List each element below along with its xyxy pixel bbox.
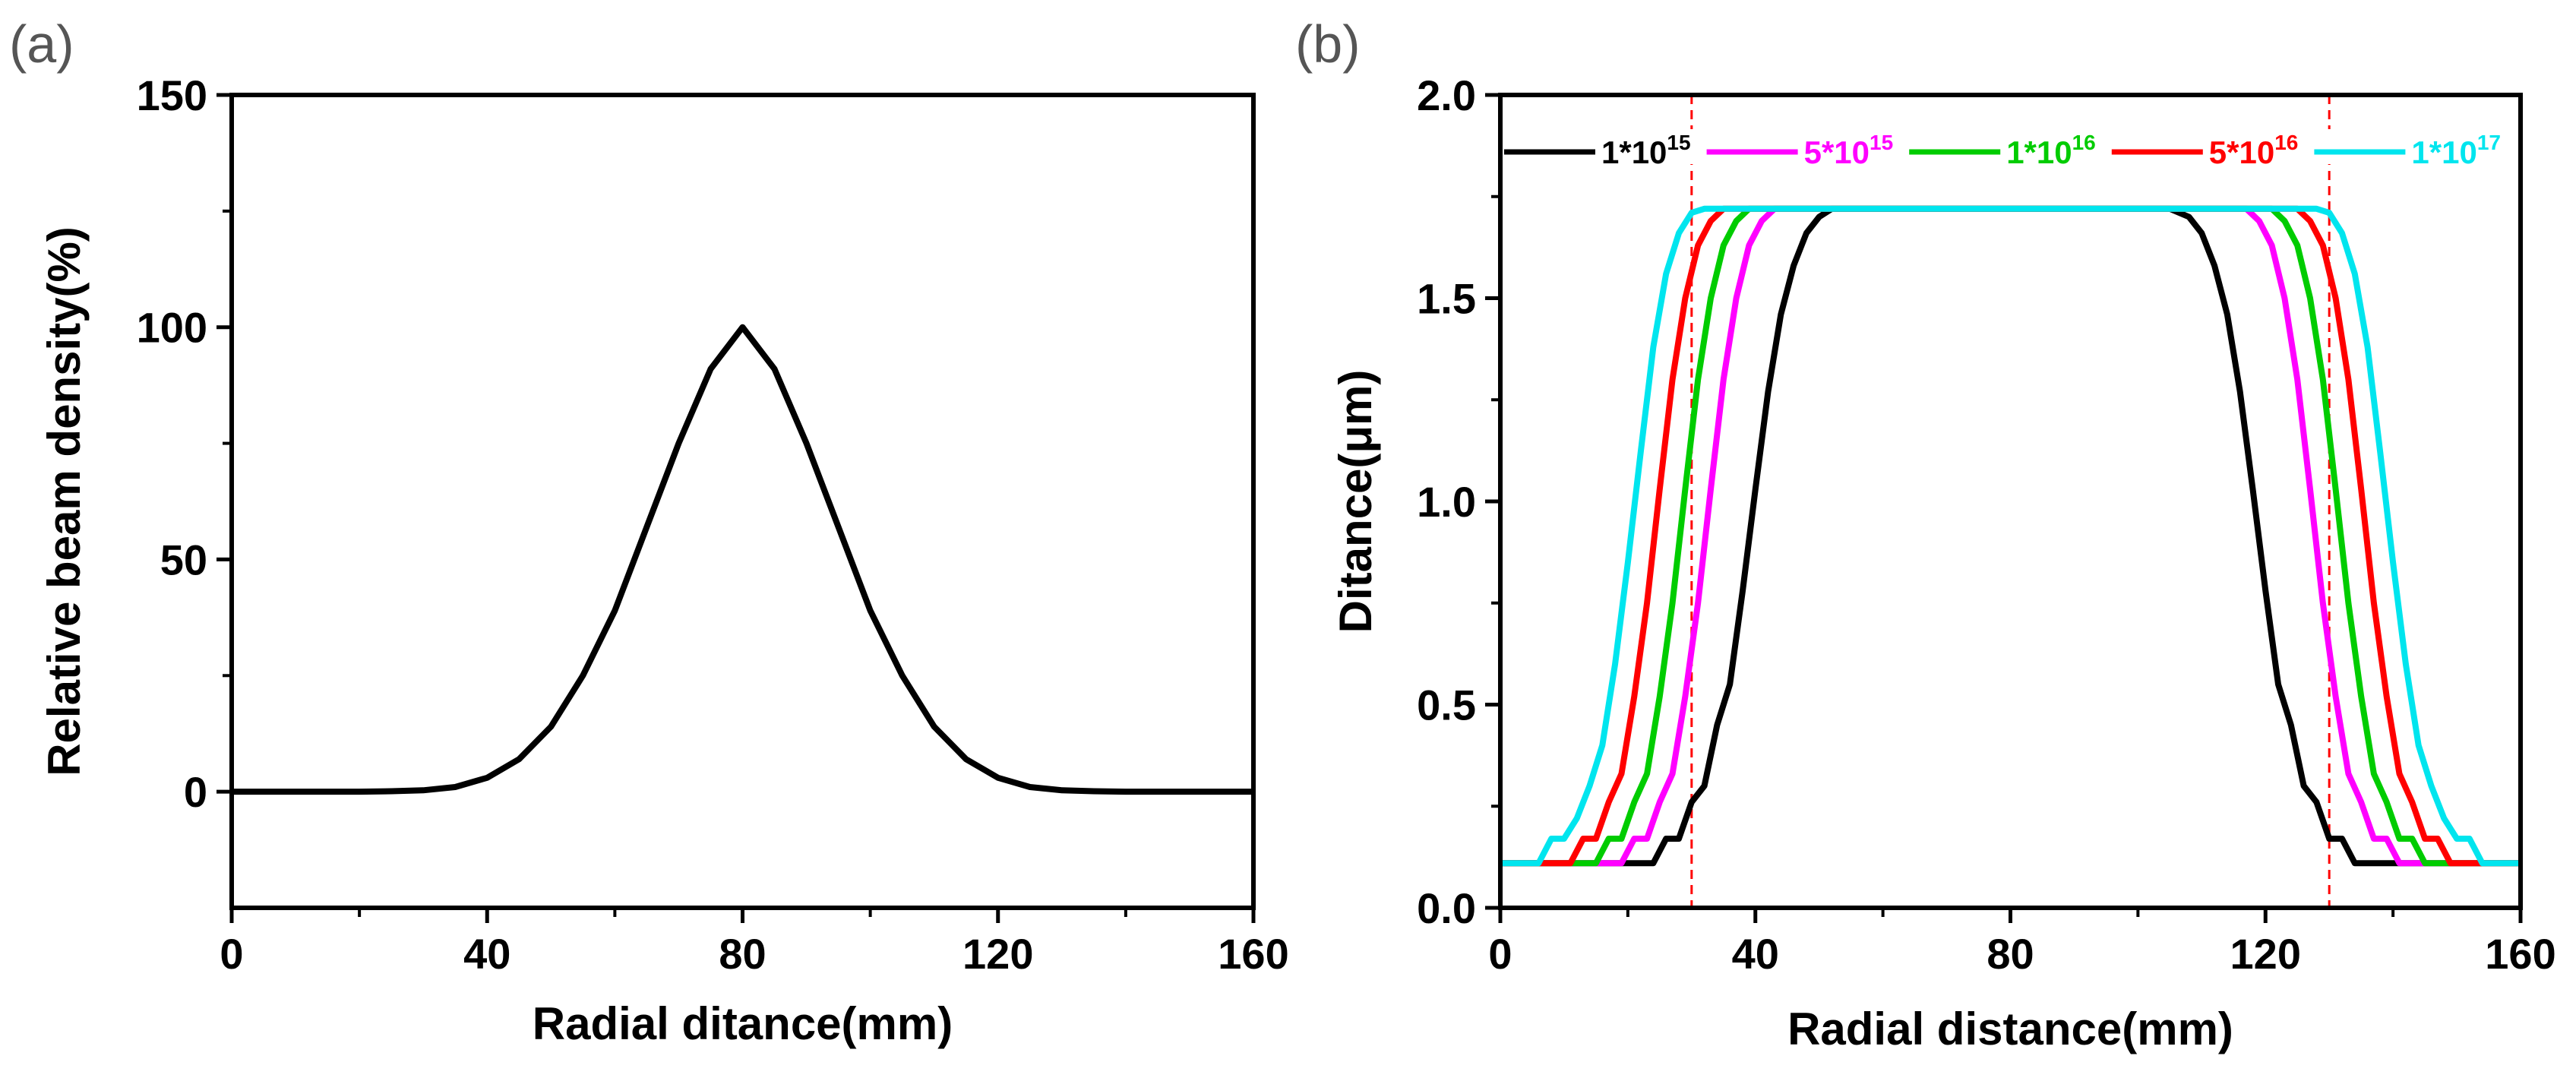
y-tick-label: 1.5 xyxy=(1417,275,1476,323)
legend-exponent: 16 xyxy=(2072,131,2096,154)
legend-exponent: 17 xyxy=(2477,131,2501,154)
y-tick-label: 50 xyxy=(160,536,207,583)
x-tick-label: 160 xyxy=(1218,930,1288,978)
legend-label: 5*1015 xyxy=(1804,131,1894,170)
legend-item-1: 1*1015 xyxy=(1503,129,1701,170)
y-axis-title: Ditance(μm) xyxy=(1330,370,1381,634)
series-line-5 xyxy=(1500,205,2521,867)
x-tick-label: 160 xyxy=(2485,930,2555,978)
y-tick-label: 100 xyxy=(137,304,207,352)
y-tick-label: 1.0 xyxy=(1417,478,1476,526)
legend-item-5: 1*1017 xyxy=(2312,129,2511,170)
legend-exponent: 16 xyxy=(2274,131,2298,154)
x-tick-label: 0 xyxy=(220,930,243,978)
x-tick-label: 40 xyxy=(1732,930,1779,978)
x-tick-label: 80 xyxy=(719,930,766,978)
plot-frame xyxy=(1498,93,2523,910)
x-axis-title: Radial distance(mm) xyxy=(1787,1004,2233,1054)
y-tick-label: 0.5 xyxy=(1417,681,1476,729)
y-tick-label: 150 xyxy=(137,71,207,119)
legend-bg xyxy=(2110,129,2309,164)
panel-a: (a) 0 40 80 120 160 0 50 100 150 Radial ditance(mm… xyxy=(9,14,1289,1049)
x-tick-label: 120 xyxy=(2230,930,2301,978)
legend-bg xyxy=(1705,129,1904,164)
x-tick-label: 120 xyxy=(962,930,1033,978)
series-line-4 xyxy=(1500,205,2521,867)
y-tick-label: 0 xyxy=(184,768,207,816)
panel-label: (a) xyxy=(9,14,74,74)
legend-exponent: 15 xyxy=(1870,131,1893,154)
legend-item-4: 5*1016 xyxy=(2110,129,2309,170)
x-axis-title: Radial ditance(mm) xyxy=(533,998,953,1049)
legend-label: 5*1016 xyxy=(2209,131,2299,170)
x-tick-label: 80 xyxy=(1987,930,2034,978)
legend-item-3: 1*1016 xyxy=(1908,129,2106,170)
panel-label: (b) xyxy=(1295,14,1361,74)
y-tick-label: 0.0 xyxy=(1417,884,1476,932)
legend-item-2: 5*1015 xyxy=(1705,129,1904,170)
legend-bg xyxy=(1503,129,1701,164)
legend-bg xyxy=(1908,129,2106,164)
legend-label: 1*1016 xyxy=(2006,131,2096,170)
panel-b: (b) 0 40 80 120 160 0.0 0.5 1.0 1.5 2.0 Radial dist… xyxy=(1295,14,2556,1054)
legend-label: 1*1015 xyxy=(1601,131,1691,170)
plot-frame xyxy=(229,93,1256,910)
legend-exponent: 15 xyxy=(1667,131,1690,154)
x-tick-label: 40 xyxy=(463,930,510,978)
legend-label: 1*1017 xyxy=(2411,131,2501,170)
y-tick-label: 2.0 xyxy=(1417,71,1476,119)
series-line-1 xyxy=(232,324,1253,795)
y-axis-title: Relative beam density(%) xyxy=(39,226,90,776)
x-tick-label: 0 xyxy=(1488,930,1512,978)
legend-bg xyxy=(2312,129,2511,164)
